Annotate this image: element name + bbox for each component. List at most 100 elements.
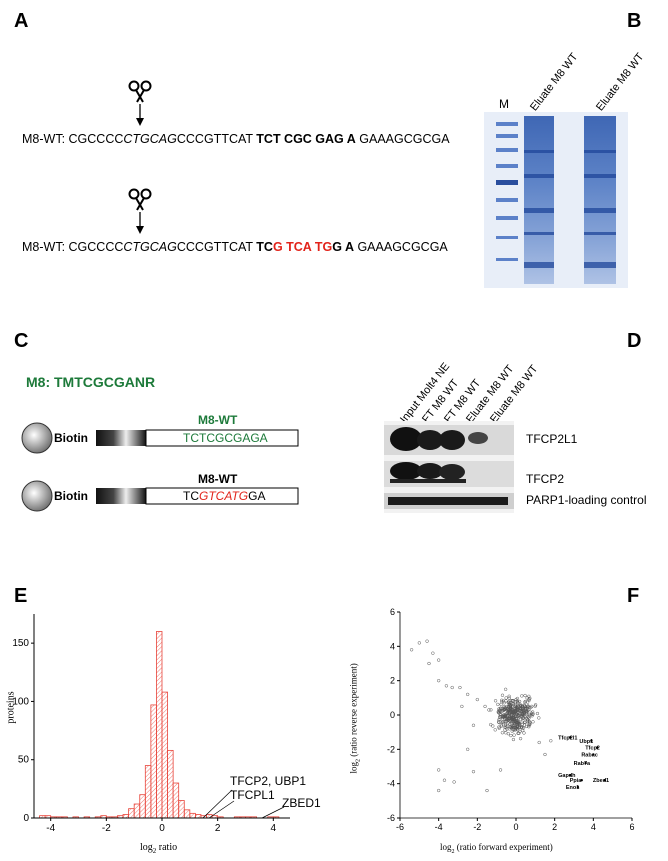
scatter-point: [522, 731, 526, 735]
scatter-point: [507, 700, 511, 704]
x-tick-label: 2: [552, 822, 557, 832]
histogram-chart: -4 -2 0 2 4 0 50 100 150: [12, 614, 290, 834]
scatter-point: [515, 716, 519, 720]
histogram-bar: [206, 814, 213, 819]
y-tick-label: 4: [390, 641, 395, 651]
scatter-point: [513, 728, 517, 732]
scatter-point: [503, 707, 507, 711]
scatter-point: [427, 661, 431, 666]
scatter-point: [519, 725, 524, 729]
sequence-mutant: M8-WT: CGCCCCCTGCAGCCCGTTCAT TCG TCA TGG…: [22, 240, 448, 254]
scatter-point: [497, 708, 502, 712]
scatter-point: [527, 698, 531, 702]
probe-title: M8-WT: [198, 472, 238, 486]
highlighted-point: [568, 773, 572, 777]
scatter-point: [523, 693, 527, 698]
scatter-point: [526, 718, 530, 722]
y-axis-label: proteins: [5, 691, 17, 724]
scatter-point: [511, 720, 516, 724]
scatter-point: [508, 722, 512, 726]
histogram-bar: [156, 631, 163, 819]
scatter-point: [514, 719, 518, 723]
scatter-point: [530, 714, 534, 718]
histogram-bar: [144, 765, 152, 819]
y-tick-label: 50: [18, 755, 30, 766]
biotin-label: Biotin: [54, 489, 88, 503]
scatter-point: [530, 704, 534, 709]
scatter-point: [503, 716, 507, 721]
scatter-point: [508, 705, 513, 709]
y-tick-label: 0: [23, 813, 29, 824]
gel-lane-label: Eluate M8 WT: [594, 51, 647, 114]
x-tick-label: 2: [215, 823, 221, 834]
scatter-point: [499, 723, 503, 727]
scatter-point: [533, 704, 537, 708]
scatter-point: [549, 739, 553, 743]
point-label: Zbed1: [593, 778, 609, 784]
scatter-point: [511, 698, 515, 703]
scatter-point: [527, 697, 531, 701]
scatter-point: [523, 699, 528, 704]
annotation-label: TFCP2, UBP1: [230, 774, 307, 788]
highlighted-point: [592, 753, 595, 756]
histogram-bar: [133, 803, 141, 819]
histogram-bar: [150, 704, 157, 819]
scatter-point: [466, 747, 470, 751]
scatter-point: [531, 720, 535, 724]
point-label: Tfcp2: [585, 746, 600, 752]
x-tick-label: 0: [159, 823, 165, 834]
scatter-point: [509, 709, 513, 713]
scatter-point: [471, 723, 476, 727]
highlighted-point: [590, 739, 593, 742]
scatter-point: [501, 699, 506, 703]
scatter-point: [519, 709, 524, 713]
x-axis-label: log2 (ratio forward experiment): [440, 842, 553, 855]
scatter-point: [487, 708, 491, 712]
histogram-bar: [139, 794, 146, 819]
scatter-point: [511, 737, 516, 742]
highlighted-point: [584, 761, 587, 765]
scatter-point: [493, 728, 497, 732]
scatter-point: [502, 701, 506, 705]
western-blot-image: [384, 421, 514, 513]
y-axis-label: log2 (ratio reverse experiment): [348, 663, 362, 774]
scatter-point: [531, 712, 535, 716]
x-tick-label: -4: [435, 822, 443, 832]
y-tick-label: 0: [390, 710, 395, 720]
scatter-point: [503, 705, 507, 709]
highlighted-point: [576, 785, 580, 789]
scatter-point: [510, 717, 515, 722]
scatter-point: [437, 679, 441, 683]
scatter-point: [520, 720, 524, 724]
scatter-point: [514, 725, 519, 730]
point-label: Eno1: [566, 785, 579, 791]
gel-lane-label: Eluate M8 WT: [528, 51, 581, 114]
scatter-point: [524, 712, 529, 717]
highlighted-point: [596, 746, 599, 749]
scatter-point: [524, 711, 529, 715]
scatter-point: [510, 729, 514, 733]
scatter-point: [417, 641, 421, 645]
histogram-bar: [122, 814, 130, 819]
scatter-point: [513, 724, 517, 728]
scatter-point: [537, 740, 541, 745]
scatter-point: [513, 707, 517, 711]
annotation-label: ZBED1: [282, 796, 321, 810]
scatter-point: [520, 694, 524, 698]
scatter-point: [535, 711, 540, 716]
scatter-point: [489, 708, 493, 712]
scatter-point: [493, 699, 498, 703]
scatter-point: [529, 705, 533, 710]
scatter-point: [512, 733, 516, 737]
scatter-point: [501, 720, 506, 724]
x-tick-label: -2: [473, 822, 481, 832]
scatter-point: [409, 648, 414, 652]
histogram-bar: [167, 749, 174, 819]
scatter-point: [507, 711, 511, 715]
scatter-point: [514, 697, 518, 702]
scissors-icon: [128, 80, 152, 126]
panel-label-d: D: [627, 330, 642, 352]
scatter-point: [500, 693, 505, 697]
x-tick-label: 0: [513, 822, 518, 832]
